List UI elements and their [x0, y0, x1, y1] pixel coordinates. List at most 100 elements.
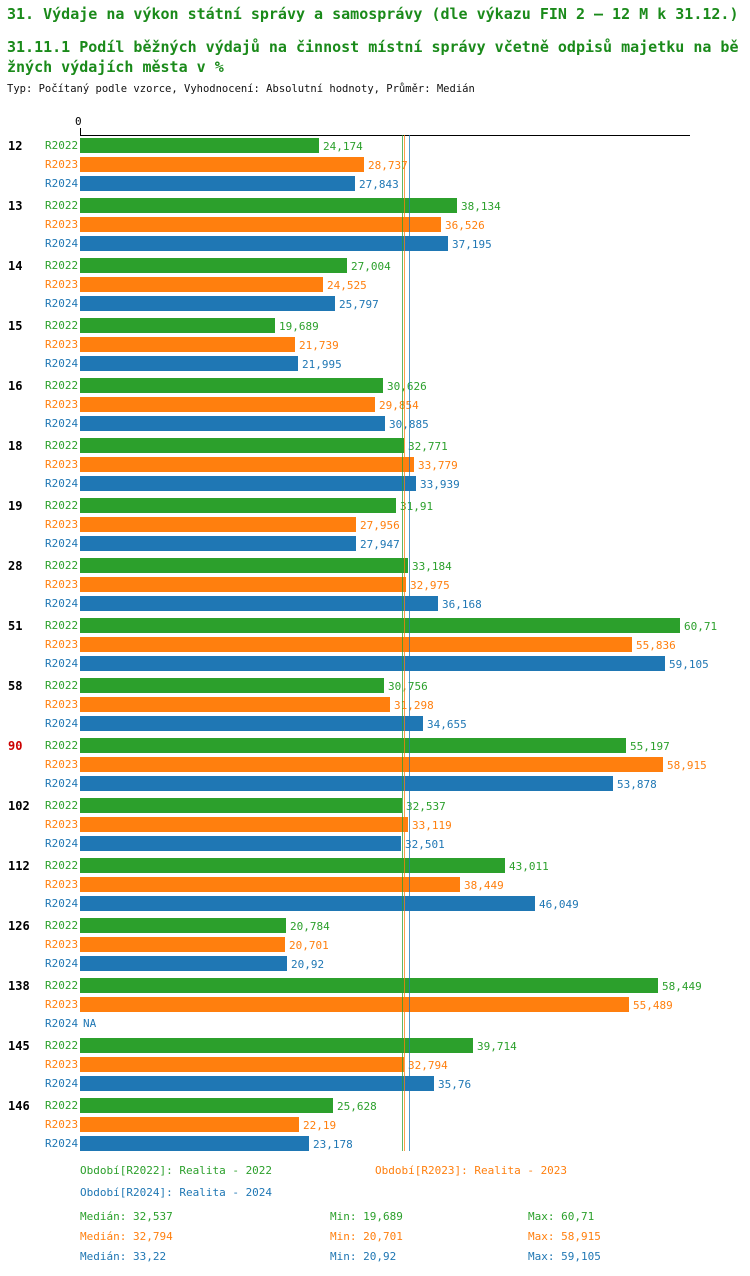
x-axis-line	[80, 135, 690, 136]
bar-value-label-R2022-group-58: 30,756	[388, 680, 428, 693]
bar-value-label-R2024-group-12: 27,843	[359, 178, 399, 191]
bar-value-label-R2024-group-112: 46,049	[539, 898, 579, 911]
bar-value-label-R2023-group-18: 33,779	[418, 459, 458, 472]
series-label-R2022-group-15: R2022	[45, 319, 79, 332]
bar-value-label-R2024-group-146: 23,178	[313, 1138, 353, 1151]
bar-value-label-R2022-group-146: 25,628	[337, 1100, 377, 1113]
group-label-14: 14	[8, 259, 23, 273]
series-label-R2023-group-126: R2023	[45, 938, 79, 951]
bar-value-label-R2024-group-13: 37,195	[452, 238, 492, 251]
series-label-R2024-group-15: R2024	[45, 357, 79, 370]
series-label-R2022-group-28: R2022	[45, 559, 79, 572]
chart-meta: Typ: Počítaný podle vzorce, Vyhodnocení:…	[7, 83, 475, 95]
group-label-58: 58	[8, 679, 23, 693]
bar-R2023-group-126	[80, 937, 285, 952]
bar-R2024-group-112	[80, 896, 535, 911]
stat-median-r2024: Medián: 33,22	[80, 1250, 167, 1263]
bar-R2022-group-19	[80, 498, 396, 513]
median-line-R2023	[404, 135, 405, 1151]
stat-min-r2024: Min: 20,92	[330, 1250, 397, 1263]
series-label-R2024-group-126: R2024	[45, 957, 79, 970]
group-label-19: 19	[8, 499, 23, 513]
series-label-R2022-group-18: R2022	[45, 439, 79, 452]
group-label-112: 112	[8, 859, 30, 873]
series-label-R2024-group-19: R2024	[45, 537, 79, 550]
bar-value-label-R2023-group-58: 31,298	[394, 699, 434, 712]
group-label-16: 16	[8, 379, 23, 393]
bar-R2022-group-18	[80, 438, 404, 453]
group-label-51: 51	[8, 619, 23, 633]
series-label-R2024-group-102: R2024	[45, 837, 79, 850]
bar-value-label-R2022-group-28: 33,184	[412, 560, 452, 573]
bar-R2023-group-13	[80, 217, 441, 232]
bar-R2022-group-16	[80, 378, 383, 393]
series-label-R2022-group-90: R2022	[45, 739, 79, 752]
bar-value-label-R2024-group-145: 35,76	[438, 1078, 472, 1091]
bar-value-label-R2024-group-28: 36,168	[442, 598, 482, 611]
stat-min-r2022: Min: 19,689	[330, 1210, 403, 1223]
bar-R2023-group-18	[80, 457, 414, 472]
page-title: 31. Výdaje na výkon státní správy a samo…	[7, 5, 739, 23]
series-label-R2022-group-146: R2022	[45, 1099, 79, 1112]
median-line-R2024	[409, 135, 410, 1151]
bar-R2022-group-138	[80, 978, 658, 993]
series-label-R2024-group-28: R2024	[45, 597, 79, 610]
bar-value-label-R2024-group-126: 20,92	[291, 958, 325, 971]
bar-value-label-R2024-group-102: 32,501	[405, 838, 445, 851]
series-label-R2022-group-126: R2022	[45, 919, 79, 932]
bar-value-label-R2023-group-90: 58,915	[667, 759, 707, 772]
group-label-15: 15	[8, 319, 23, 333]
legend-item-r2024: Období[R2024]: Realita - 2024	[80, 1186, 273, 1199]
bar-value-label-R2023-group-13: 36,526	[445, 219, 485, 232]
bar-value-label-R2024-group-58: 34,655	[427, 718, 467, 731]
series-label-R2023-group-28: R2023	[45, 578, 79, 591]
bar-R2024-group-16	[80, 416, 385, 431]
series-label-R2024-group-145: R2024	[45, 1077, 79, 1090]
series-label-R2023-group-112: R2023	[45, 878, 79, 891]
bar-value-label-R2024-group-51: 59,105	[669, 658, 709, 671]
page-subtitle-line1: 31.11.1 Podíl běžných výdajů na činnost …	[7, 38, 739, 56]
group-label-145: 145	[8, 1039, 30, 1053]
bar-R2022-group-15	[80, 318, 275, 333]
series-label-R2022-group-145: R2022	[45, 1039, 79, 1052]
series-label-R2023-group-13: R2023	[45, 218, 79, 231]
series-label-R2023-group-58: R2023	[45, 698, 79, 711]
bar-value-label-R2023-group-19: 27,956	[360, 519, 400, 532]
series-label-R2023-group-15: R2023	[45, 338, 79, 351]
bar-R2024-group-126	[80, 956, 287, 971]
bar-R2022-group-51	[80, 618, 680, 633]
series-label-R2024-group-13: R2024	[45, 237, 79, 250]
bar-R2022-group-28	[80, 558, 408, 573]
bar-value-label-R2023-group-51: 55,836	[636, 639, 676, 652]
bar-R2024-group-146	[80, 1136, 309, 1151]
group-label-18: 18	[8, 439, 23, 453]
series-label-R2024-group-138: R2024	[45, 1017, 79, 1030]
series-label-R2022-group-19: R2022	[45, 499, 79, 512]
bar-value-label-R2024-group-90: 53,878	[617, 778, 657, 791]
series-label-R2022-group-112: R2022	[45, 859, 79, 872]
bar-R2023-group-90	[80, 757, 663, 772]
bar-R2023-group-138	[80, 997, 629, 1012]
bar-R2022-group-126	[80, 918, 286, 933]
series-label-R2022-group-13: R2022	[45, 199, 79, 212]
bar-R2023-group-51	[80, 637, 632, 652]
series-label-R2024-group-14: R2024	[45, 297, 79, 310]
stat-min-r2023: Min: 20,701	[330, 1230, 403, 1243]
group-label-12: 12	[8, 139, 23, 153]
bar-value-label-R2024-group-18: 33,939	[420, 478, 460, 491]
series-label-R2023-group-90: R2023	[45, 758, 79, 771]
bar-R2023-group-19	[80, 517, 356, 532]
series-label-R2024-group-58: R2024	[45, 717, 79, 730]
bar-value-label-R2022-group-126: 20,784	[290, 920, 330, 933]
group-label-146: 146	[8, 1099, 30, 1113]
bar-R2022-group-145	[80, 1038, 473, 1053]
group-label-28: 28	[8, 559, 23, 573]
group-label-90: 90	[8, 739, 23, 753]
bar-R2023-group-28	[80, 577, 406, 592]
legend-item-r2022: Období[R2022]: Realita - 2022	[80, 1164, 273, 1177]
bar-value-label-R2024-group-15: 21,995	[302, 358, 342, 371]
bar-value-label-R2024-group-14: 25,797	[339, 298, 379, 311]
bar-R2022-group-58	[80, 678, 384, 693]
bar-value-label-R2024-group-19: 27,947	[360, 538, 400, 551]
series-label-R2024-group-146: R2024	[45, 1137, 79, 1150]
